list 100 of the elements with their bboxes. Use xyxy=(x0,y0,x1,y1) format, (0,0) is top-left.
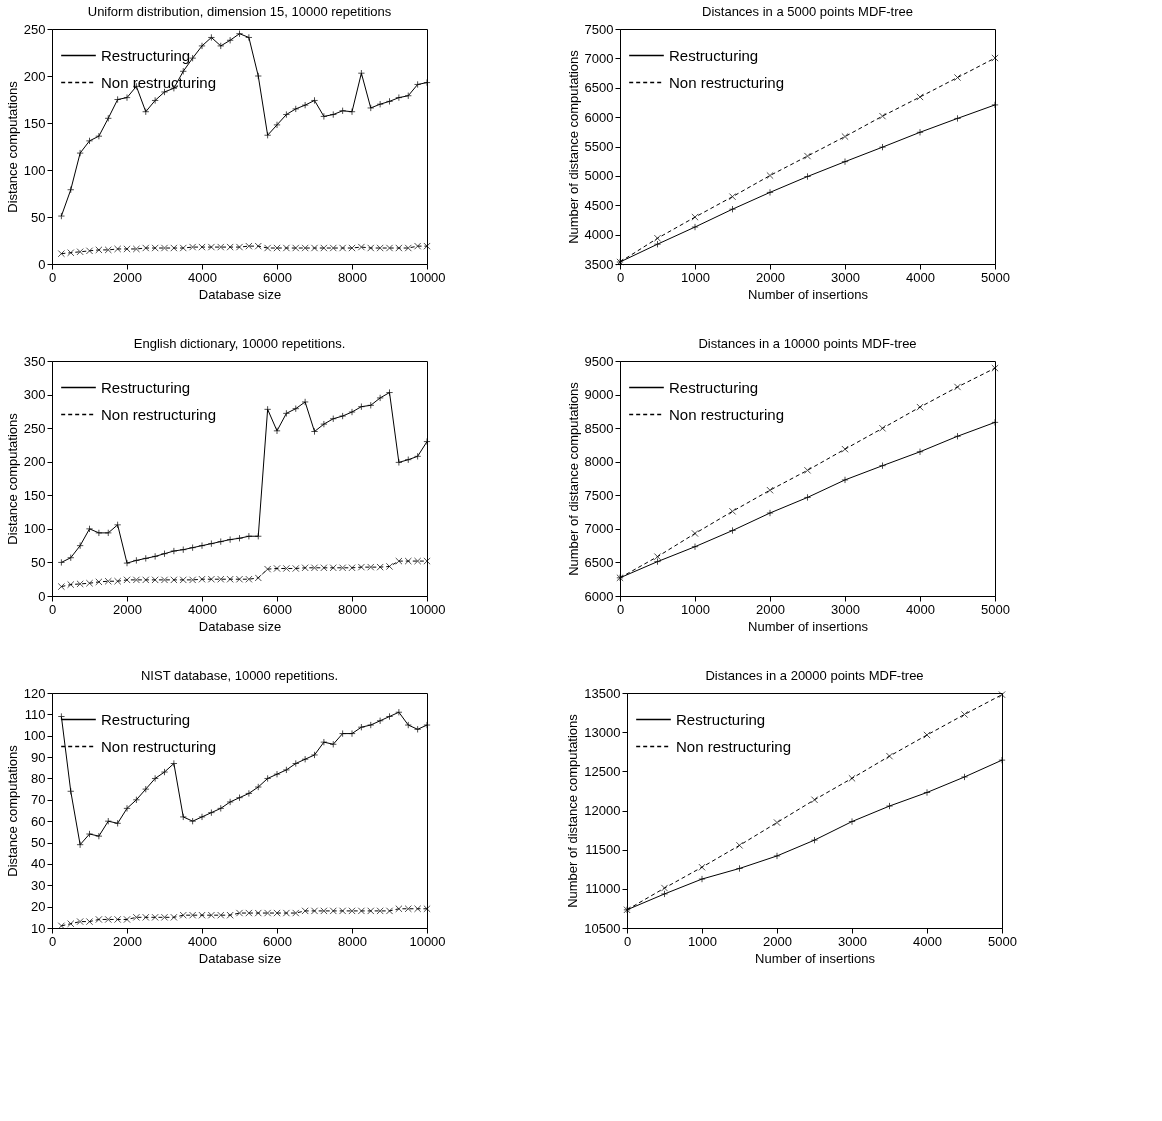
x-axis-title: Database size xyxy=(198,950,282,966)
x-tick-label: 10000 xyxy=(409,933,446,949)
x-axis-title: Number of insertions xyxy=(748,286,869,302)
y-tick-label: 150 xyxy=(23,487,46,503)
x-tick-label: 8000 xyxy=(338,601,367,617)
chart-title: English dictionary, 10000 repetitions. xyxy=(133,336,346,351)
x-tick-label: 10000 xyxy=(409,601,446,617)
x-tick-label: 1000 xyxy=(688,933,717,949)
y-tick-label: 300 xyxy=(23,387,46,403)
y-tick-label: 0 xyxy=(38,256,46,272)
chart-title: Distances in a 20000 points MDF-tree xyxy=(705,668,924,683)
x-tick-label: 2000 xyxy=(113,601,142,617)
legend-label: Non restructuring xyxy=(669,405,785,423)
x-tick-label: 5000 xyxy=(988,933,1017,949)
y-tick-label: 40 xyxy=(31,856,46,872)
y-tick-label: 8500 xyxy=(584,420,614,436)
y-tick-label: 6000 xyxy=(584,588,614,604)
legend-label: Restructuring xyxy=(101,46,191,64)
y-tick-label: 100 xyxy=(23,521,46,537)
y-tick-label: 350 xyxy=(23,353,46,369)
y-tick-label: 150 xyxy=(23,115,46,131)
chart-title: Uniform distribution, dimension 15, 10000 repetitions xyxy=(87,4,392,19)
y-tick-label: 5000 xyxy=(584,168,614,184)
y-tick-label: 6000 xyxy=(584,109,614,125)
x-tick-label: 1000 xyxy=(681,269,710,285)
y-axis-title: Number of distance computations xyxy=(565,713,581,908)
x-axis-title: Database size xyxy=(198,618,282,634)
x-axis-title: Number of insertions xyxy=(755,950,876,966)
y-tick-label: 200 xyxy=(23,454,46,470)
y-tick-label: 5500 xyxy=(584,139,614,154)
x-tick-label: 0 xyxy=(48,933,57,949)
y-axis-title: Distance computations xyxy=(4,80,20,213)
y-tick-label: 13500 xyxy=(584,685,621,701)
y-tick-label: 120 xyxy=(23,685,46,701)
legend-label: Non restructuring xyxy=(101,73,217,91)
y-tick-label: 50 xyxy=(31,554,46,570)
y-tick-label: 7000 xyxy=(584,50,614,66)
y-tick-label: 9000 xyxy=(584,387,614,403)
x-axis-title: Number of insertions xyxy=(748,618,869,634)
x-tick-label: 4000 xyxy=(913,933,942,949)
legend-label: Restructuring xyxy=(669,378,759,396)
x-tick-label: 3000 xyxy=(831,269,860,285)
x-tick-label: 0 xyxy=(48,601,57,617)
y-tick-label: 60 xyxy=(31,813,46,829)
x-tick-label: 2000 xyxy=(756,269,785,285)
legend-label: Restructuring xyxy=(676,710,766,728)
chart-title: Distances in a 10000 points MDF-tree xyxy=(698,336,917,351)
legend-label: Non restructuring xyxy=(669,73,785,91)
y-tick-label: 20 xyxy=(31,899,46,915)
y-tick-label: 4500 xyxy=(584,197,614,213)
x-tick-label: 0 xyxy=(48,269,57,285)
y-tick-label: 7500 xyxy=(584,487,614,503)
legend-label: Non restructuring xyxy=(101,737,217,755)
x-tick-label: 0 xyxy=(623,933,632,949)
x-tick-label: 4000 xyxy=(906,601,935,617)
y-tick-label: 50 xyxy=(31,835,46,851)
y-axis-title: Distance computations xyxy=(4,744,20,877)
chart-title: NIST database, 10000 repetitions. xyxy=(140,668,339,683)
y-tick-label: 250 xyxy=(23,420,46,436)
y-tick-label: 6500 xyxy=(584,80,614,96)
y-tick-label: 6500 xyxy=(584,554,614,570)
y-tick-label: 10 xyxy=(31,920,46,936)
x-tick-label: 5000 xyxy=(981,601,1010,617)
legend-label: Restructuring xyxy=(669,46,759,64)
x-tick-label: 2000 xyxy=(763,933,792,949)
y-tick-label: 0 xyxy=(38,588,46,604)
x-tick-label: 1000 xyxy=(681,601,710,617)
x-tick-label: 5000 xyxy=(981,269,1010,285)
y-axis-title: Number of distance computations xyxy=(565,381,581,576)
chart-title: Distances in a 5000 points MDF-tree xyxy=(702,4,913,19)
x-tick-label: 2000 xyxy=(113,269,142,285)
y-tick-label: 8000 xyxy=(584,454,614,470)
x-tick-label: 8000 xyxy=(338,269,367,285)
y-tick-label: 12000 xyxy=(584,803,621,818)
y-tick-label: 100 xyxy=(23,162,46,178)
y-tick-label: 7000 xyxy=(584,521,614,537)
y-tick-label: 7500 xyxy=(584,21,614,37)
y-tick-label: 80 xyxy=(31,770,46,786)
x-tick-label: 4000 xyxy=(188,933,217,949)
y-tick-label: 250 xyxy=(23,21,46,37)
y-tick-label: 10500 xyxy=(584,920,621,936)
legend-label: Non restructuring xyxy=(101,405,217,423)
x-tick-label: 10000 xyxy=(409,269,446,285)
y-tick-label: 50 xyxy=(31,209,46,225)
y-axis-title: Number of distance computations xyxy=(565,49,581,244)
y-tick-label: 4000 xyxy=(584,227,614,243)
x-tick-label: 4000 xyxy=(188,269,217,285)
x-tick-label: 6000 xyxy=(263,933,292,949)
y-tick-label: 70 xyxy=(31,792,46,808)
y-tick-label: 100 xyxy=(23,728,46,744)
legend-label: Restructuring xyxy=(101,378,191,396)
x-tick-label: 3000 xyxy=(831,601,860,617)
x-tick-label: 6000 xyxy=(263,601,292,617)
y-tick-label: 11500 xyxy=(585,842,621,858)
y-tick-label: 90 xyxy=(31,749,46,765)
x-tick-label: 4000 xyxy=(188,601,217,617)
legend-label: Restructuring xyxy=(101,710,191,728)
y-tick-label: 9500 xyxy=(584,353,614,369)
x-tick-label: 2000 xyxy=(756,601,785,617)
x-tick-label: 4000 xyxy=(906,269,935,285)
